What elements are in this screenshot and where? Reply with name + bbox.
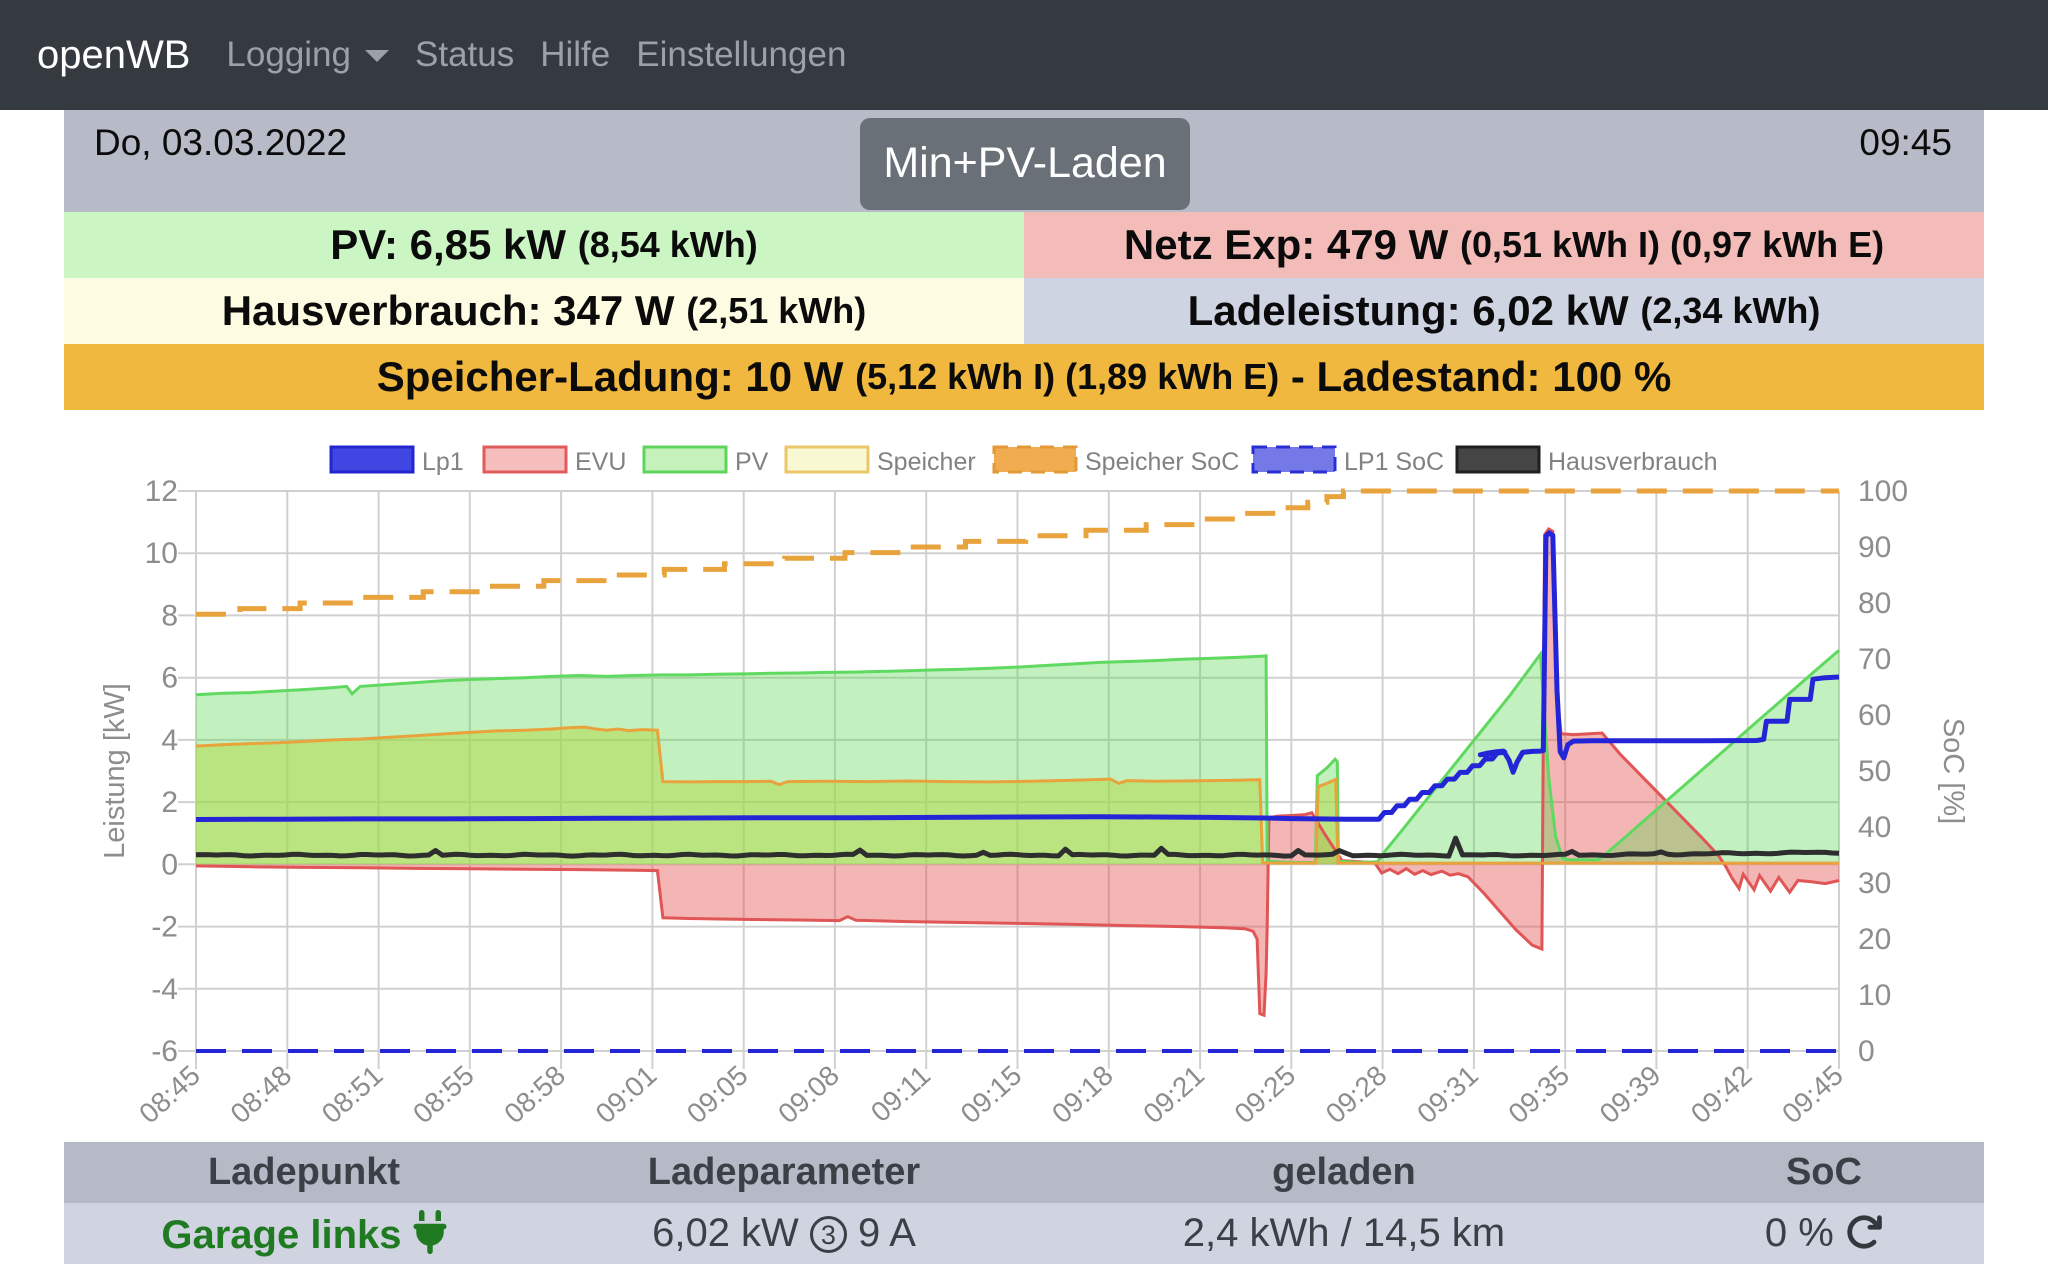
svg-text:6: 6 [161,662,178,695]
svg-text:09:01: 09:01 [590,1059,663,1129]
svg-text:50: 50 [1858,755,1891,788]
svg-text:-6: -6 [151,1035,178,1068]
svg-text:-2: -2 [151,911,178,944]
svg-text:08:45: 08:45 [133,1059,206,1129]
svg-text:Hausverbrauch: Hausverbrauch [1548,448,1718,476]
svg-text:80: 80 [1858,587,1891,620]
svg-text:09:39: 09:39 [1594,1059,1667,1129]
svg-text:30: 30 [1858,867,1891,900]
svg-text:09:08: 09:08 [772,1059,845,1129]
svg-text:70: 70 [1858,643,1891,676]
svg-text:2: 2 [161,786,178,819]
svg-text:100: 100 [1858,475,1908,508]
svg-text:09:42: 09:42 [1685,1059,1758,1129]
svg-text:PV: PV [735,448,769,476]
svg-text:4: 4 [161,724,178,757]
svg-text:09:28: 09:28 [1320,1059,1393,1129]
svg-text:SoC [%]: SoC [%] [1937,718,1969,824]
svg-text:Lp1: Lp1 [422,448,464,476]
svg-text:09:31: 09:31 [1411,1059,1484,1129]
svg-text:Speicher SoC: Speicher SoC [1085,448,1239,476]
svg-text:Leistung [kW]: Leistung [kW] [99,683,131,859]
svg-text:60: 60 [1858,699,1891,732]
svg-text:08:51: 08:51 [316,1059,389,1129]
svg-text:EVU: EVU [575,448,626,476]
svg-text:0: 0 [1858,1035,1875,1068]
svg-text:09:18: 09:18 [1046,1059,1119,1129]
svg-text:09:45: 09:45 [1776,1059,1849,1129]
svg-text:0: 0 [161,848,178,881]
svg-text:LP1 SoC: LP1 SoC [1344,448,1444,476]
svg-text:20: 20 [1858,923,1891,956]
svg-text:12: 12 [145,475,178,508]
svg-text:08:55: 08:55 [407,1059,480,1129]
svg-text:-4: -4 [151,973,178,1006]
svg-text:08:48: 08:48 [224,1059,297,1129]
svg-text:10: 10 [145,537,178,570]
svg-text:09:21: 09:21 [1137,1059,1210,1129]
svg-text:10: 10 [1858,979,1891,1012]
svg-text:90: 90 [1858,531,1891,564]
svg-text:40: 40 [1858,811,1891,844]
svg-text:09:05: 09:05 [681,1059,754,1129]
svg-text:09:11: 09:11 [865,1059,936,1128]
svg-text:09:35: 09:35 [1502,1059,1575,1129]
svg-text:Speicher: Speicher [877,448,976,476]
svg-text:8: 8 [161,599,178,632]
svg-text:09:25: 09:25 [1228,1059,1301,1129]
svg-text:09:15: 09:15 [955,1059,1028,1129]
svg-text:08:58: 08:58 [498,1059,571,1129]
